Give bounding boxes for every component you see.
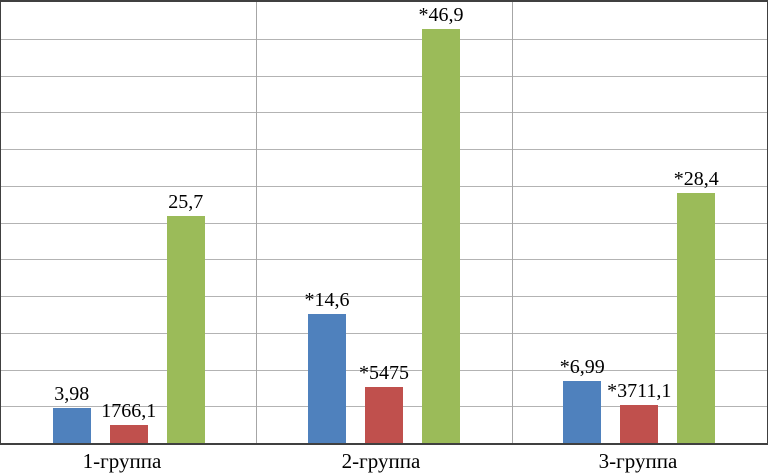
bar-series-2-red-group1 (109, 424, 148, 443)
bar-series-1-blue-group1 (52, 407, 91, 443)
bar-series-1-blue-group3 (563, 381, 602, 443)
bar-label-series-3-green-group1: 25,7 (168, 191, 204, 214)
gridline (1, 259, 767, 261)
bar-label-series-2-red-group2: *5475 (359, 361, 409, 384)
bar-label-series-1-blue-group1: 3,98 (54, 382, 90, 405)
bar-series-2-red-group2 (365, 386, 403, 443)
gridline (1, 75, 767, 77)
gridline (1, 112, 767, 114)
category-divider (511, 2, 513, 443)
bar-label-series-1-blue-group3: *6,99 (559, 356, 605, 379)
category-divider (256, 2, 258, 443)
category-label-group3: 3-группа (598, 449, 678, 473)
gridline (1, 296, 767, 297)
bar-series-3-green-group2 (422, 29, 460, 443)
bar-series-3-green-group1 (166, 216, 205, 443)
plot-area: 3,98 *14,6 *6,99 1766,1 *5475 *3711,1 25,7 *46,… (0, 0, 768, 445)
bar-series-1-blue-group2 (308, 314, 346, 443)
gridline (1, 332, 767, 334)
bar-label-series-2-red-group3: *3711,1 (607, 379, 672, 402)
bar-label-series-2-red-group1: 1766,1 (101, 399, 157, 422)
bar-series-3-green-group3 (677, 192, 716, 443)
gridline (1, 222, 767, 224)
gridline (1, 149, 767, 150)
bar-series-2-red-group3 (620, 404, 659, 443)
bar-label-series-3-green-group2: *46,9 (418, 4, 464, 27)
bar-label-series-3-green-group3: *28,4 (673, 167, 719, 190)
category-label-group1: 1-группа (82, 449, 162, 473)
gridline (1, 185, 767, 187)
gridline (1, 369, 767, 371)
bar-label-series-1-blue-group2: *14,6 (304, 289, 350, 312)
category-label-group2: 2-группа (341, 449, 421, 473)
gridline (1, 38, 767, 40)
